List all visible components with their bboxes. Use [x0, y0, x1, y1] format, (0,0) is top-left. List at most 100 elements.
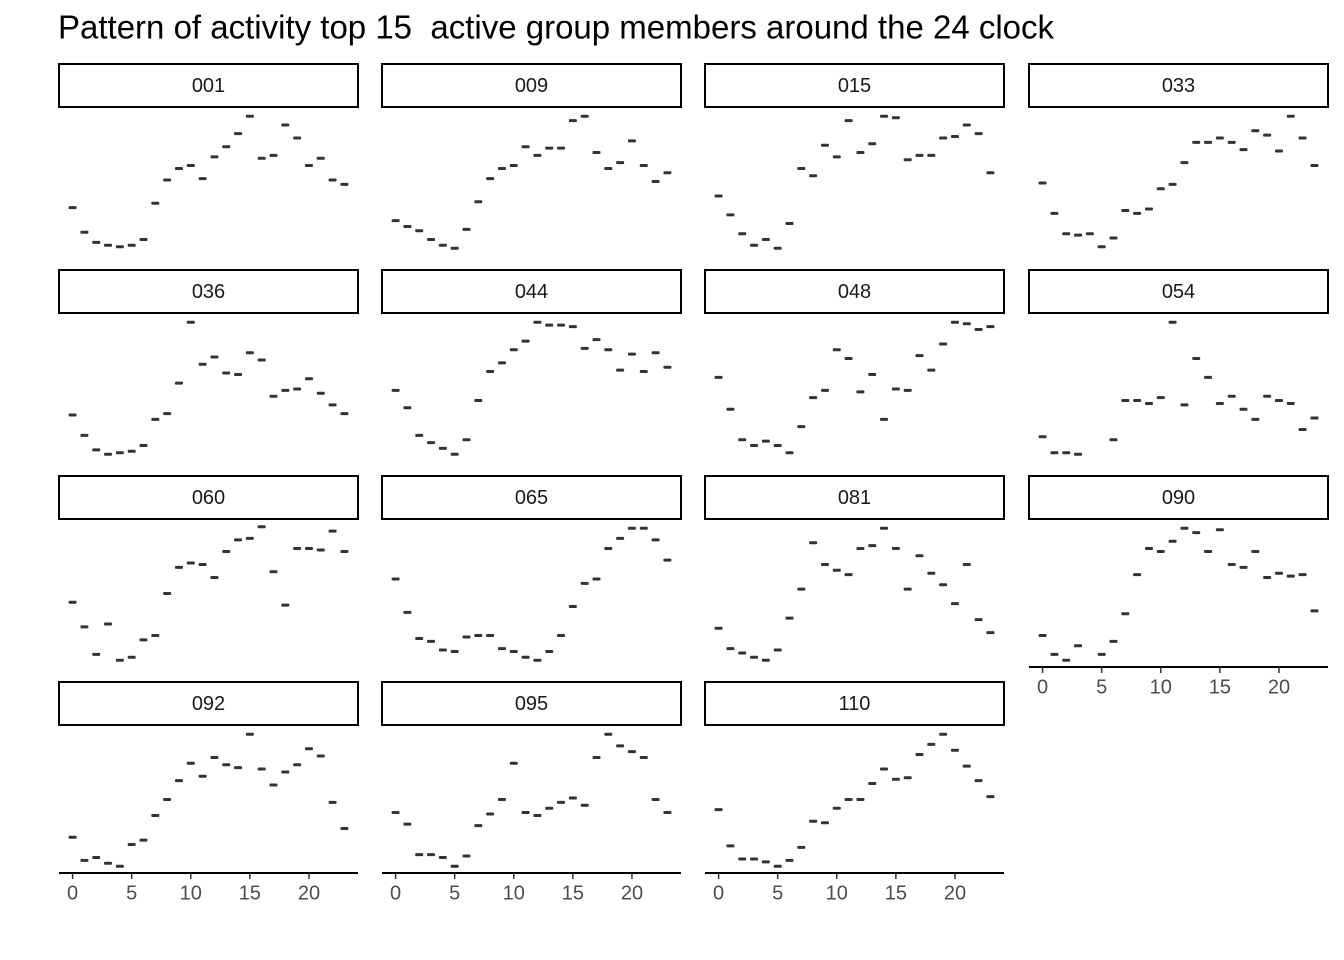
point: [986, 631, 995, 635]
point: [1144, 401, 1153, 405]
point: [92, 652, 101, 656]
point: [497, 166, 506, 170]
x-tick-label: 5: [772, 882, 783, 904]
point: [820, 388, 829, 392]
point: [1227, 394, 1236, 398]
point: [234, 538, 243, 542]
point: [1263, 133, 1272, 137]
point: [328, 800, 337, 804]
point: [174, 565, 183, 569]
point: [891, 547, 900, 551]
point: [651, 180, 660, 183]
point: [68, 600, 77, 604]
point: [163, 412, 172, 416]
point: [1239, 565, 1248, 569]
point: [950, 320, 959, 324]
point: [403, 610, 412, 614]
point: [92, 448, 101, 452]
x-tick-label: 15: [1209, 676, 1231, 698]
point: [1109, 236, 1118, 240]
point: [915, 753, 924, 757]
point: [1239, 407, 1248, 411]
point: [257, 156, 266, 160]
point: [115, 245, 124, 249]
x-tick-label: 0: [67, 882, 78, 904]
point: [856, 798, 865, 801]
point: [269, 153, 278, 157]
point: [1074, 644, 1083, 648]
point: [726, 213, 735, 217]
point: [497, 361, 506, 365]
point: [568, 796, 577, 800]
point: [545, 146, 554, 150]
point: [580, 346, 589, 350]
point: [773, 444, 782, 447]
point: [592, 151, 601, 154]
point: [891, 387, 900, 391]
point: [186, 761, 195, 765]
point: [915, 354, 924, 358]
point: [785, 451, 794, 455]
point: [974, 328, 983, 331]
point: [222, 549, 231, 553]
point: [1168, 539, 1177, 543]
point: [222, 145, 231, 149]
point: [127, 449, 136, 453]
point: [521, 145, 530, 149]
point: [750, 857, 759, 861]
x-tick-label: 0: [1037, 676, 1048, 698]
point: [844, 119, 853, 123]
point: [509, 761, 518, 765]
point: [750, 243, 759, 247]
point: [328, 529, 337, 533]
point: [761, 439, 770, 443]
point: [761, 860, 770, 864]
point: [474, 824, 483, 828]
strip-label: 060: [192, 487, 225, 509]
point: [533, 813, 542, 817]
point: [151, 634, 160, 638]
point: [726, 647, 735, 651]
point: [1109, 639, 1118, 643]
point: [1062, 451, 1071, 455]
x-tick-label: 15: [239, 882, 261, 904]
x-tick-label: 20: [944, 882, 966, 904]
x-tick-label: 15: [885, 882, 907, 904]
point: [604, 732, 613, 736]
point: [974, 779, 983, 783]
strip: [1028, 269, 1329, 314]
point: [293, 547, 302, 551]
strip-label: 092: [192, 693, 225, 715]
strip: [704, 475, 1005, 520]
point: [521, 339, 530, 343]
point: [245, 351, 254, 355]
strip: [381, 475, 682, 520]
point: [832, 348, 841, 352]
point: [797, 845, 806, 849]
strip-label: 009: [515, 75, 548, 97]
x-tick-label: 0: [390, 882, 401, 904]
point: [304, 164, 313, 168]
strip: [1028, 63, 1329, 108]
point: [738, 232, 747, 236]
point: [856, 151, 865, 154]
point: [1097, 245, 1106, 249]
point: [486, 812, 495, 816]
point: [328, 403, 337, 407]
point: [797, 587, 806, 591]
point: [304, 377, 313, 381]
point: [533, 658, 542, 662]
point: [639, 755, 648, 759]
point: [1192, 357, 1201, 360]
point: [986, 171, 995, 175]
point: [234, 766, 243, 770]
point: [1109, 438, 1118, 442]
point: [210, 355, 219, 359]
point: [462, 854, 471, 858]
x-tick-label: 5: [126, 882, 137, 904]
point: [1298, 573, 1307, 577]
point: [509, 348, 518, 352]
point: [174, 779, 183, 783]
point: [750, 655, 759, 659]
point: [340, 549, 349, 553]
